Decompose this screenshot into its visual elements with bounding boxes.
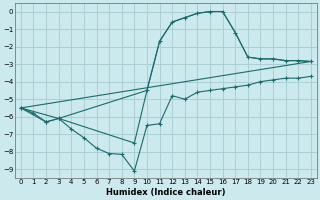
X-axis label: Humidex (Indice chaleur): Humidex (Indice chaleur): [106, 188, 226, 197]
